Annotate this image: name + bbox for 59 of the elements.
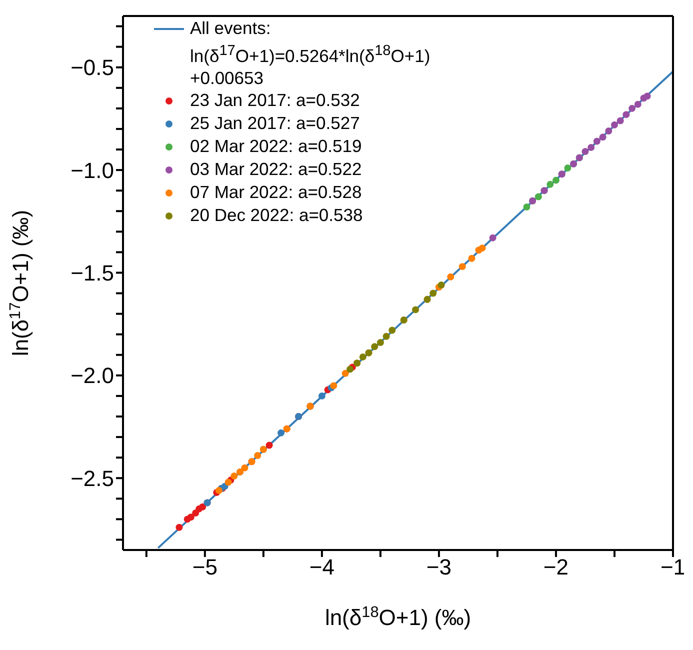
point — [388, 326, 396, 334]
point — [359, 353, 366, 360]
point — [447, 273, 454, 280]
point — [564, 164, 572, 172]
point — [430, 290, 437, 297]
point — [438, 282, 445, 289]
point — [187, 514, 194, 521]
point — [254, 452, 262, 460]
x-axis-title: ln(δ$^{18}$O+1) (‰) — [324, 604, 472, 630]
point — [582, 148, 589, 156]
point — [224, 478, 232, 486]
point — [605, 128, 612, 135]
y-tick-label: −2.0 — [70, 363, 114, 388]
point — [215, 486, 222, 494]
legend-label: 07 Mar 2022: a=0.528 — [190, 181, 362, 204]
point — [644, 92, 651, 100]
point — [199, 503, 206, 510]
point — [599, 134, 606, 141]
point — [552, 176, 560, 184]
x-tick-label: −4 — [309, 554, 334, 580]
point — [523, 204, 530, 211]
y-tick-label: −0.5 — [70, 55, 114, 80]
point — [330, 382, 338, 390]
point — [534, 193, 542, 200]
point — [382, 332, 390, 340]
point — [622, 111, 630, 118]
point — [230, 472, 238, 480]
point — [318, 392, 326, 400]
y-tick-label: −1.5 — [70, 260, 114, 286]
y-tick-label: −2.5 — [70, 466, 114, 491]
text: All events: ln(δ$^{17}$O+1)=0.5264*ln(δ$^{18}$O+1) +0.00653 — [190, 18, 430, 88]
point — [176, 524, 183, 531]
point — [546, 180, 554, 188]
legend-label: 23 Jan 2017: a=0.532 — [190, 89, 360, 112]
legend-label: 02 Mar 2022: a=0.519 — [190, 135, 362, 158]
y-tick-label: −1.0 — [70, 158, 114, 183]
point — [616, 117, 624, 124]
point — [478, 244, 486, 252]
point — [468, 254, 476, 262]
point — [458, 263, 466, 270]
point — [593, 138, 600, 145]
x-tick-label: −2 — [543, 554, 569, 580]
point — [371, 343, 378, 350]
point — [342, 370, 349, 377]
point — [412, 306, 420, 314]
point — [634, 100, 642, 108]
x-tick-label: −3 — [426, 554, 452, 580]
point — [489, 234, 496, 242]
point — [266, 442, 273, 449]
point — [610, 121, 618, 128]
legend-label: 03 Mar 2022: a=0.522 — [190, 158, 362, 181]
legend-label: 20 Dec 2022: a=0.538 — [190, 204, 363, 227]
point — [376, 339, 384, 346]
point — [277, 429, 284, 436]
point — [241, 464, 248, 472]
legend-label: 25 Jan 2017: a=0.527 — [190, 112, 360, 135]
point — [588, 144, 595, 151]
x-tick-label: −5 — [192, 554, 218, 580]
point — [628, 104, 636, 112]
